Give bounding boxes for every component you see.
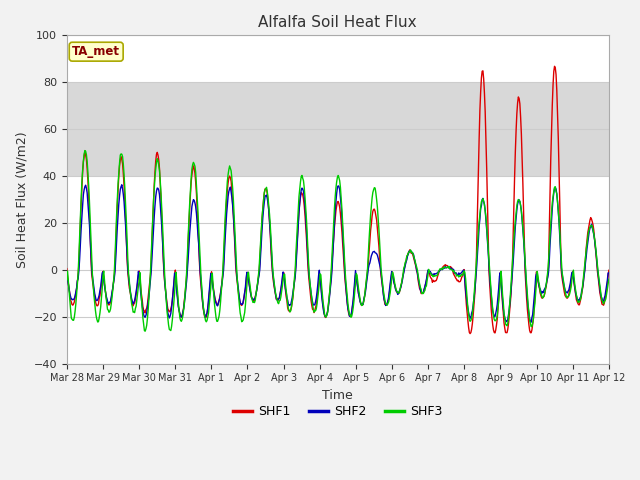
Legend: SHF1, SHF2, SHF3: SHF1, SHF2, SHF3 (228, 400, 447, 423)
Line: SHF2: SHF2 (67, 185, 609, 322)
SHF1 (419, 290, 427, 296)
SHF3 (605, 276, 612, 282)
X-axis label: Time: Time (323, 389, 353, 402)
SHF2 (73, 286, 81, 291)
SHF2 (420, 287, 428, 292)
SHF3 (81, 148, 89, 154)
SHF1 (73, 286, 81, 291)
SHF1 (404, 252, 412, 258)
SHF3 (405, 249, 413, 255)
Line: SHF3: SHF3 (67, 151, 609, 331)
SHF1 (63, 266, 70, 272)
Line: SHF1: SHF1 (67, 66, 609, 334)
SHF3 (73, 292, 81, 298)
SHF1 (467, 331, 474, 336)
SHF2 (118, 182, 125, 188)
SHF3 (141, 328, 149, 334)
SHF3 (421, 288, 429, 293)
Title: Alfalfa Soil Heat Flux: Alfalfa Soil Heat Flux (259, 15, 417, 30)
SHF1 (212, 299, 220, 305)
SHF2 (213, 302, 221, 308)
Text: TA_met: TA_met (72, 45, 120, 58)
SHF1 (184, 260, 191, 266)
Bar (67, 82, 609, 176)
SHF2 (527, 319, 535, 325)
SHF1 (129, 301, 136, 307)
SHF1 (550, 63, 558, 69)
SHF3 (63, 277, 70, 283)
SHF2 (63, 270, 70, 276)
SHF1 (605, 267, 612, 273)
SHF3 (214, 319, 221, 324)
SHF2 (184, 256, 192, 262)
SHF2 (129, 301, 137, 307)
SHF2 (404, 252, 412, 257)
SHF3 (185, 216, 193, 222)
SHF3 (129, 309, 137, 315)
Y-axis label: Soil Heat Flux (W/m2): Soil Heat Flux (W/m2) (15, 131, 28, 268)
SHF2 (605, 270, 612, 276)
